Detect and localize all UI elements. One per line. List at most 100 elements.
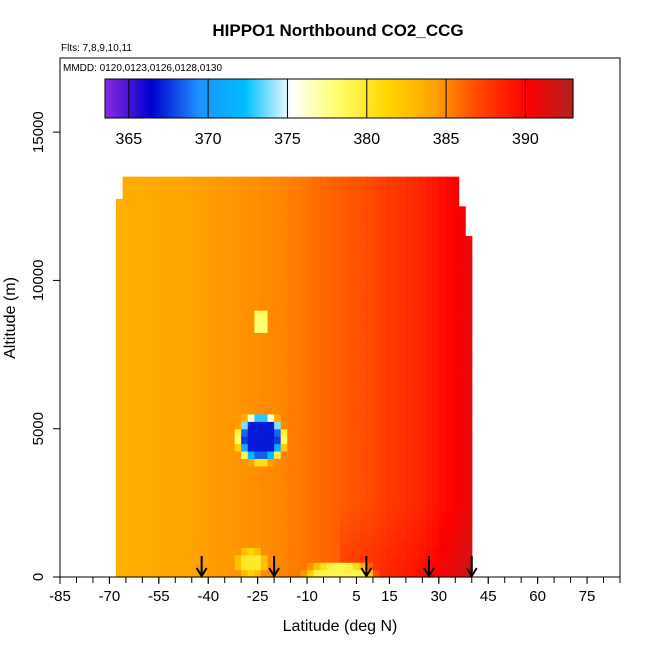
- heatmap-cell: [201, 562, 209, 571]
- heatmap-cell: [188, 458, 196, 467]
- heatmap-cell: [359, 399, 367, 408]
- heatmap-cell: [188, 206, 196, 215]
- heatmap-cell: [228, 547, 236, 556]
- heatmap-cell: [399, 176, 407, 185]
- heatmap-cell: [425, 421, 433, 430]
- colorbar-swatch: [508, 79, 512, 118]
- heatmap-cell: [293, 235, 302, 244]
- heatmap-cell: [155, 450, 163, 459]
- heatmap-cell: [267, 287, 275, 296]
- heatmap-cell: [260, 473, 269, 482]
- heatmap-cell: [293, 287, 302, 296]
- heatmap-cell: [168, 458, 176, 467]
- y-tick-label: 0: [30, 573, 47, 581]
- flight-arrow-head: [465, 567, 478, 578]
- heatmap-cell: [175, 198, 183, 207]
- heatmap-cell: [175, 406, 183, 415]
- heatmap-cell: [412, 332, 420, 341]
- colorbar-swatch: [446, 79, 449, 118]
- heatmap-cell: [195, 547, 203, 556]
- heatmap-cell: [267, 495, 275, 504]
- heatmap-cell: [386, 510, 394, 519]
- heatmap-cell: [313, 302, 321, 311]
- heatmap-cell: [320, 250, 328, 259]
- heatmap-cell: [346, 473, 354, 482]
- heatmap-cell: [214, 243, 223, 252]
- heatmap-cell: [214, 191, 223, 200]
- colorbar-swatch: [317, 79, 321, 118]
- heatmap-cell: [241, 421, 249, 430]
- colorbar-swatch: [520, 79, 523, 118]
- heatmap-cell: [399, 384, 407, 393]
- heatmap-cell: [162, 317, 170, 326]
- heatmap-cell: [241, 502, 249, 511]
- colorbar-swatch: [372, 79, 375, 118]
- heatmap-cell: [201, 488, 209, 497]
- heatmap-cell: [438, 265, 447, 274]
- flight-arrow-head: [423, 567, 435, 578]
- heatmap-cell: [333, 184, 341, 193]
- heatmap-cell: [366, 517, 374, 526]
- heatmap-cell: [353, 539, 361, 548]
- heatmap-cell: [214, 532, 223, 541]
- heatmap-cell: [274, 332, 282, 341]
- heatmap-cell: [313, 384, 321, 393]
- heatmap-cell: [465, 273, 473, 282]
- heatmap-cell: [372, 480, 381, 489]
- heatmap-cell: [214, 213, 223, 222]
- heatmap-cell: [412, 554, 420, 563]
- heatmap-cell: [175, 191, 183, 200]
- heatmap-cell: [340, 473, 348, 482]
- heatmap-cell: [241, 332, 249, 341]
- heatmap-cell: [445, 228, 453, 237]
- heatmap-cell: [260, 384, 269, 393]
- heatmap-cell: [162, 332, 170, 341]
- heatmap-cell: [412, 361, 420, 370]
- heatmap-cell: [241, 361, 249, 370]
- heatmap-cell: [392, 295, 400, 304]
- heatmap-cell: [241, 250, 249, 259]
- heatmap-cell: [241, 221, 249, 230]
- heatmap-cell: [287, 191, 295, 200]
- heatmap-cell: [425, 488, 433, 497]
- heatmap-cell: [307, 458, 315, 467]
- heatmap-cell: [293, 228, 302, 237]
- colorbar-swatch: [483, 79, 486, 118]
- heatmap-cell: [287, 339, 295, 348]
- heatmap-cell: [208, 450, 216, 459]
- heatmap-cell: [392, 287, 400, 296]
- heatmap-cell: [379, 539, 387, 548]
- heatmap-cell: [425, 480, 433, 489]
- heatmap-cell: [293, 243, 302, 252]
- heatmap-cell: [168, 450, 176, 459]
- heatmap-cell: [221, 532, 229, 541]
- heatmap-cell: [116, 473, 124, 482]
- heatmap-cell: [181, 465, 190, 474]
- heatmap-cell: [458, 295, 466, 304]
- colorbar-swatch: [259, 79, 262, 118]
- heatmap-cell: [260, 525, 269, 534]
- heatmap-cell: [274, 391, 282, 400]
- heatmap-cell: [445, 361, 453, 370]
- heatmap-cell: [228, 198, 236, 207]
- heatmap-cell: [438, 273, 447, 282]
- heatmap-cell: [188, 428, 196, 437]
- heatmap-cell: [254, 525, 262, 534]
- heatmap-cell: [162, 539, 170, 548]
- colorbar-swatch: [438, 79, 441, 118]
- heatmap-cell: [274, 443, 282, 452]
- heatmap-cell: [333, 324, 341, 333]
- heatmap-cell: [135, 310, 143, 319]
- heatmap-cell: [340, 510, 348, 519]
- heatmap-cell: [340, 235, 348, 244]
- heatmap-cell: [214, 391, 223, 400]
- heatmap-cell: [445, 428, 453, 437]
- heatmap-cell: [274, 547, 282, 556]
- heatmap-cell: [313, 525, 321, 534]
- heatmap-cell: [392, 421, 400, 430]
- heatmap-cell: [195, 539, 203, 548]
- heatmap-cell: [155, 273, 163, 282]
- heatmap-cell: [221, 413, 229, 422]
- heatmap-cell: [116, 532, 124, 541]
- heatmap-cell: [221, 510, 229, 519]
